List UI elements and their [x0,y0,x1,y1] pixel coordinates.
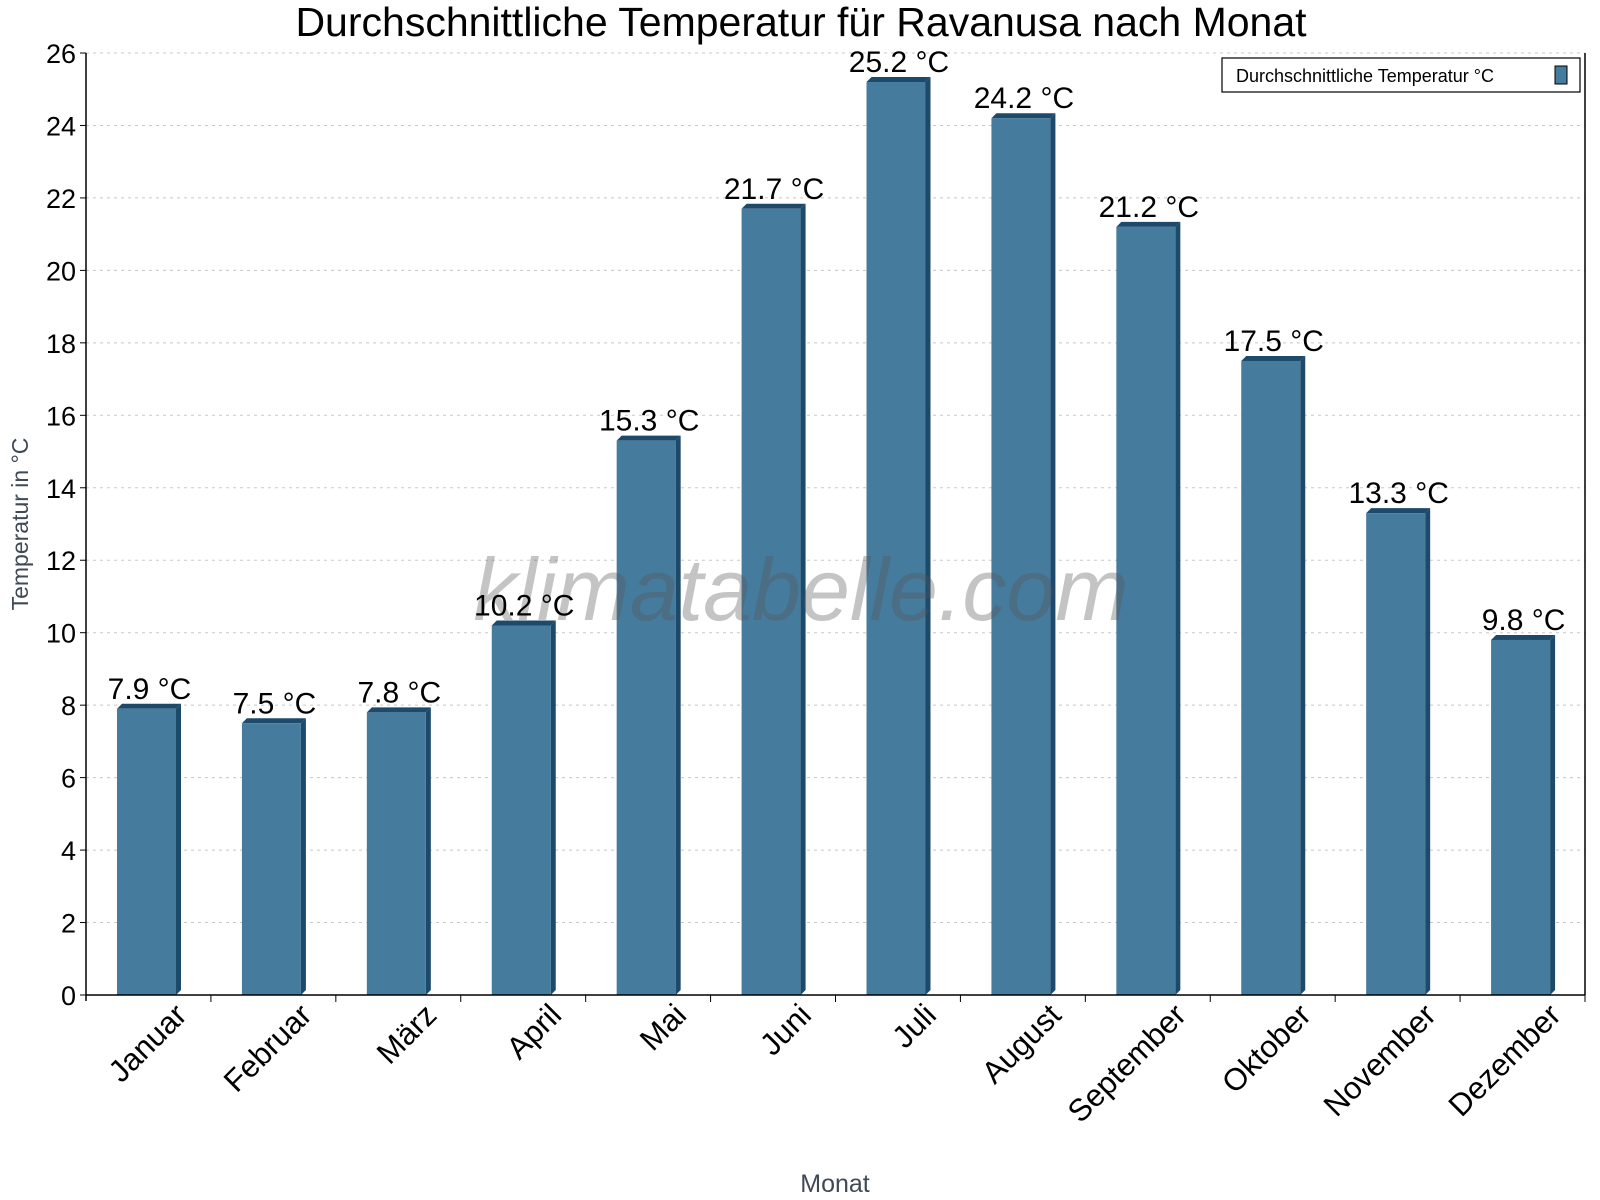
data-label: 13.3 °C [1348,477,1448,510]
y-tick-label: 4 [61,836,76,866]
data-label: 17.5 °C [1224,325,1324,358]
y-tick-label: 14 [46,474,76,504]
y-tick-label: 18 [46,329,76,359]
data-label: 15.3 °C [599,405,699,438]
bar-side [176,703,181,995]
y-tick-label: 12 [46,546,76,576]
bar-top [991,113,1056,119]
bar [1116,226,1176,995]
bar-side [925,76,931,995]
x-tick-label: September [1061,997,1193,1129]
y-tick-label: 10 [46,619,76,649]
grid [86,52,1585,924]
bar [241,723,301,995]
x-tick-label: Januar [102,997,194,1089]
x-tick-label: Juli [885,997,943,1055]
y-axis-label: Temperatur in °C [7,438,33,611]
bar [117,708,176,995]
bar-side [425,707,431,995]
x-tick-label: August [975,997,1068,1090]
x-tick-label: März [370,997,443,1070]
x-tick-label: Mai [633,997,693,1057]
bar-top [241,718,306,724]
bar-top [1241,355,1306,361]
data-label: 7.5 °C [233,687,317,720]
bar [866,81,926,995]
y-tick-label: 24 [46,111,76,141]
bar-top [491,620,556,626]
y-tick-label: 22 [46,184,76,214]
y-tick-label: 16 [46,401,76,431]
y-tick-label: 8 [61,691,76,721]
data-label: 21.2 °C [1099,191,1199,224]
chart-title: Durchschnittliche Temperatur für Ravanus… [295,0,1307,45]
bar-side [1175,221,1181,995]
x-axis-label: Monat [800,1170,870,1198]
bar [366,712,426,995]
data-label: 10.2 °C [474,589,574,622]
bar-top [866,76,931,82]
y-tick-label: 6 [61,764,76,794]
legend: Durchschnittliche Temperatur °C [1221,57,1581,93]
legend-box [1221,57,1581,93]
legend-label: Durchschnittliche Temperatur °C [1236,66,1494,86]
bar-side [300,718,306,995]
bar-side [1300,355,1306,995]
bar [491,625,551,995]
bars [117,76,1556,996]
x-tick-label: Juni [753,997,818,1062]
bar-side [550,620,556,995]
x-tick-label: Dezember [1442,997,1568,1123]
bar [741,208,801,996]
x-tick-label: Oktober [1215,997,1318,1100]
bar-top [1116,221,1181,227]
bar-side [800,203,806,996]
bar-top [117,703,181,709]
y-tick-label: 26 [46,39,76,69]
data-label: 9.8 °C [1482,604,1566,637]
data-label: 21.7 °C [724,173,824,206]
bar-top [616,435,681,441]
y-tick-label: 20 [46,256,76,286]
bar [1241,360,1301,995]
bar [991,118,1051,995]
data-label: 24.2 °C [974,82,1074,115]
data-label: 25.2 °C [849,46,949,79]
data-label: 7.8 °C [357,676,441,709]
y-tick-label: 2 [61,909,76,939]
bar-top [1491,634,1556,640]
bar [1366,513,1426,995]
x-tick-label: April [500,997,569,1066]
bar-side [1425,508,1431,995]
bar-top [366,707,431,713]
bar [616,440,676,996]
bar-side [675,435,681,996]
legend-swatch [1554,65,1568,85]
bar [1491,639,1551,995]
data-labels: 7.9 °C 7.5 °C 7.8 °C 10.2 °C 15.3 °C 21.7 °C 2… [108,46,1566,720]
bar-top [1366,508,1431,514]
y-tick-label: 0 [61,981,76,1011]
watermark: klimatabelle.com [473,540,1128,639]
bar-top [741,203,806,209]
bar-side [1550,634,1556,995]
bar-side [1050,113,1056,995]
x-tick-label: Februar [217,997,319,1099]
data-label: 7.9 °C [108,673,192,706]
x-tick-label: November [1317,997,1443,1123]
